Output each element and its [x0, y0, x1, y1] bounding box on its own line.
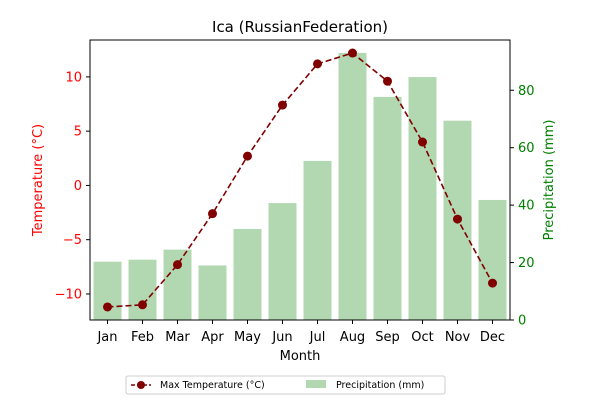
x-tick-label-jan: Jan — [96, 330, 117, 345]
temperature-point-feb — [138, 300, 147, 310]
left-tick-label-5: 5 — [74, 125, 82, 140]
x-tick-label-nov: Nov — [445, 330, 471, 345]
temperature-point-jul — [313, 59, 322, 69]
x-tick-label-jul: Jul — [309, 330, 326, 345]
precipitation-bar-jul — [303, 160, 332, 320]
precipitation-bar-jun — [268, 203, 297, 320]
temperature-point-apr — [208, 209, 217, 219]
x-tick-label-aug: Aug — [340, 330, 365, 345]
temperature-point-jan — [103, 302, 112, 312]
right-tick-label-0: 0 — [518, 314, 526, 329]
temperature-point-may — [243, 151, 252, 161]
left-tick-label--5: −5 — [63, 233, 82, 248]
left-axis-label: Temperature (°C) — [31, 124, 46, 237]
left-tick-label--10: −10 — [55, 287, 82, 302]
legend-bar-swatch — [306, 380, 326, 388]
temperature-point-dec — [488, 278, 497, 288]
x-tick-label-may: May — [234, 330, 261, 345]
right-axis-label: Precipitation (mm) — [542, 120, 557, 241]
temperature-point-sep — [383, 76, 392, 86]
chart-title: Ica (RussianFederation) — [212, 18, 388, 36]
plot-area: Jan Feb Mar Apr May Jun Jul Aug Sep Oct Nov Dec −10 −… — [55, 39, 535, 345]
right-tick-label-80: 80 — [518, 84, 535, 99]
plot-frame — [89, 39, 511, 321]
left-tick-label-10: 10 — [65, 70, 82, 85]
precipitation-bar-oct — [408, 77, 437, 321]
left-tick-label-0: 0 — [74, 179, 82, 194]
x-tick-label-oct: Oct — [411, 330, 433, 345]
temperature-point-oct — [418, 137, 427, 147]
precipitation-bar-dec — [478, 199, 507, 320]
temperature-line — [107, 52, 494, 308]
x-tick-label-mar: Mar — [165, 330, 190, 345]
legend-marker-swatch — [137, 381, 145, 389]
legend: Max Temperature (°C) Precipitation (mm) — [125, 375, 446, 395]
precipitation-bar-aug — [338, 52, 367, 321]
precipitation-bar-sep — [373, 96, 402, 320]
legend-label-temperature: Max Temperature (°C) — [160, 380, 265, 391]
temperature-point-nov — [453, 214, 462, 224]
temperature-point-jun — [278, 100, 287, 110]
x-tick-label-apr: Apr — [201, 330, 224, 345]
right-tick-label-20: 20 — [518, 256, 535, 271]
legend-box — [125, 375, 446, 395]
legend-label-precipitation: Precipitation (mm) — [336, 380, 424, 391]
right-tick-label-40: 40 — [518, 199, 535, 214]
precipitation-bar-feb — [128, 259, 157, 320]
temperature-point-aug — [348, 48, 357, 58]
precipitation-bar-apr — [198, 265, 227, 320]
x-tick-label-feb: Feb — [131, 330, 154, 345]
precipitation-bar-may — [233, 228, 262, 320]
temperature-point-mar — [173, 260, 182, 270]
x-axis-label: Month — [280, 349, 321, 364]
right-tick-label-60: 60 — [518, 141, 535, 156]
x-tick-label-jun: Jun — [271, 330, 292, 345]
x-tick-label-sep: Sep — [375, 330, 400, 345]
x-tick-label-dec: Dec — [480, 330, 505, 345]
